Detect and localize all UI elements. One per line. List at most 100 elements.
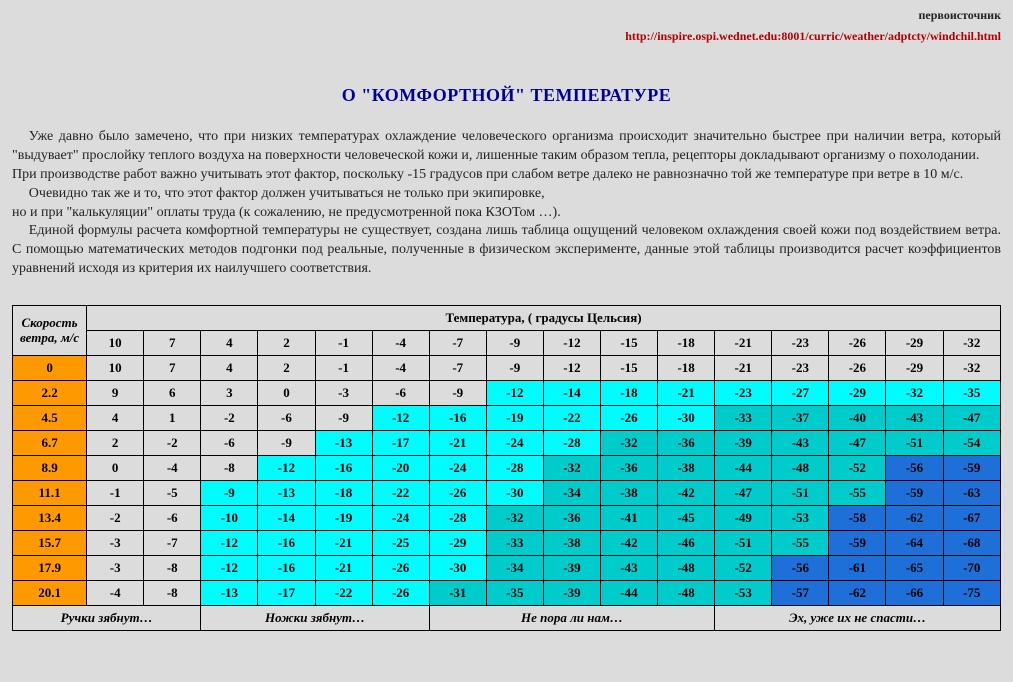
data-cell: -51: [886, 431, 943, 456]
data-cell: -63: [943, 481, 1000, 506]
data-cell: -21: [715, 356, 772, 381]
data-cell: -9: [429, 381, 486, 406]
footer-row: Ручки зябнут…Ножки зябнут…Не пора ли нам…: [13, 606, 1001, 631]
page-title: О "КОМФОРТНОЙ" ТЕМПЕРАТУРЕ: [12, 85, 1001, 106]
temp-col-9: -15: [600, 331, 657, 356]
header-row-2: 10742-1-4-7-9-12-15-18-21-23-26-29-32: [13, 331, 1001, 356]
data-cell: -42: [658, 481, 715, 506]
source-link[interactable]: http://inspire.ospi.wednet.edu:8001/curr…: [625, 29, 1001, 43]
data-cell: -36: [658, 431, 715, 456]
data-cell: -16: [315, 456, 372, 481]
data-cell: -22: [543, 406, 600, 431]
data-cell: -26: [429, 481, 486, 506]
data-cell: -66: [886, 581, 943, 606]
data-cell: -59: [943, 456, 1000, 481]
data-cell: -13: [258, 481, 315, 506]
speed-cell: 2.2: [13, 381, 87, 406]
data-cell: -12: [372, 406, 429, 431]
data-cell: -12: [543, 356, 600, 381]
speed-cell: 0: [13, 356, 87, 381]
data-cell: -65: [886, 556, 943, 581]
data-cell: -36: [600, 456, 657, 481]
data-cell: -26: [372, 556, 429, 581]
temp-col-0: 10: [87, 331, 144, 356]
data-cell: -75: [943, 581, 1000, 606]
data-cell: -61: [829, 556, 886, 581]
table-row: 13.4-2-6-10-14-19-24-28-32-36-41-45-49-5…: [13, 506, 1001, 531]
data-cell: -41: [600, 506, 657, 531]
data-cell: -24: [372, 506, 429, 531]
data-cell: -56: [772, 556, 829, 581]
data-cell: -62: [829, 581, 886, 606]
data-cell: -8: [201, 456, 258, 481]
data-cell: -56: [886, 456, 943, 481]
data-cell: -42: [600, 531, 657, 556]
data-cell: -35: [943, 381, 1000, 406]
data-cell: -21: [658, 381, 715, 406]
data-cell: -20: [372, 456, 429, 481]
temp-col-2: 4: [201, 331, 258, 356]
data-cell: 0: [258, 381, 315, 406]
footer-caption-2: Не пора ли нам…: [429, 606, 714, 631]
windchill-table: Скорость ветра, м/с Температура, ( граду…: [12, 305, 1001, 631]
speed-cell: 17.9: [13, 556, 87, 581]
data-cell: -38: [543, 531, 600, 556]
data-cell: -9: [486, 356, 543, 381]
data-cell: -47: [715, 481, 772, 506]
speed-header-l1: Скорость: [22, 315, 78, 330]
data-cell: 10: [87, 356, 144, 381]
temp-col-6: -7: [429, 331, 486, 356]
temp-col-10: -18: [658, 331, 715, 356]
data-cell: -29: [829, 381, 886, 406]
temp-col-5: -4: [372, 331, 429, 356]
data-cell: -6: [372, 381, 429, 406]
data-cell: -44: [715, 456, 772, 481]
temp-col-14: -29: [886, 331, 943, 356]
data-cell: -22: [372, 481, 429, 506]
data-cell: -21: [429, 431, 486, 456]
data-cell: -26: [600, 406, 657, 431]
table-row: 010742-1-4-7-9-12-15-18-21-23-26-29-32: [13, 356, 1001, 381]
data-cell: -6: [144, 506, 201, 531]
data-cell: -52: [829, 456, 886, 481]
speed-cell: 20.1: [13, 581, 87, 606]
data-cell: -3: [315, 381, 372, 406]
data-cell: -17: [258, 581, 315, 606]
data-cell: -51: [715, 531, 772, 556]
data-cell: -51: [772, 481, 829, 506]
data-cell: -6: [201, 431, 258, 456]
data-cell: -32: [943, 356, 1000, 381]
data-cell: -32: [486, 506, 543, 531]
data-cell: -13: [201, 581, 258, 606]
data-cell: -9: [258, 431, 315, 456]
data-cell: -16: [258, 531, 315, 556]
data-cell: -21: [315, 556, 372, 581]
paragraph-2: При производстве работ важно учитывать э…: [12, 166, 1001, 185]
data-cell: -18: [658, 356, 715, 381]
data-cell: -12: [201, 531, 258, 556]
data-cell: -38: [658, 456, 715, 481]
data-cell: -8: [144, 556, 201, 581]
source-label: первоисточник: [12, 8, 1001, 23]
data-cell: -18: [600, 381, 657, 406]
data-cell: -39: [543, 581, 600, 606]
table-row: 11.1-1-5-9-13-18-22-26-30-34-38-42-47-51…: [13, 481, 1001, 506]
data-cell: -26: [372, 581, 429, 606]
data-cell: -35: [486, 581, 543, 606]
data-cell: -17: [372, 431, 429, 456]
data-cell: -47: [943, 406, 1000, 431]
data-cell: -53: [715, 581, 772, 606]
data-cell: -62: [886, 506, 943, 531]
data-cell: -55: [829, 481, 886, 506]
data-cell: -45: [658, 506, 715, 531]
temp-col-12: -23: [772, 331, 829, 356]
data-cell: -39: [715, 431, 772, 456]
paragraph-3: Очевидно так же и то, что этот фактор до…: [12, 185, 1001, 204]
data-cell: -31: [429, 581, 486, 606]
data-cell: -7: [144, 531, 201, 556]
data-cell: -33: [486, 531, 543, 556]
source-link-wrap: http://inspire.ospi.wednet.edu:8001/curr…: [12, 29, 1001, 45]
data-cell: -18: [315, 481, 372, 506]
data-cell: -29: [429, 531, 486, 556]
table-row: 6.72-2-6-9-13-17-21-24-28-32-36-39-43-47…: [13, 431, 1001, 456]
